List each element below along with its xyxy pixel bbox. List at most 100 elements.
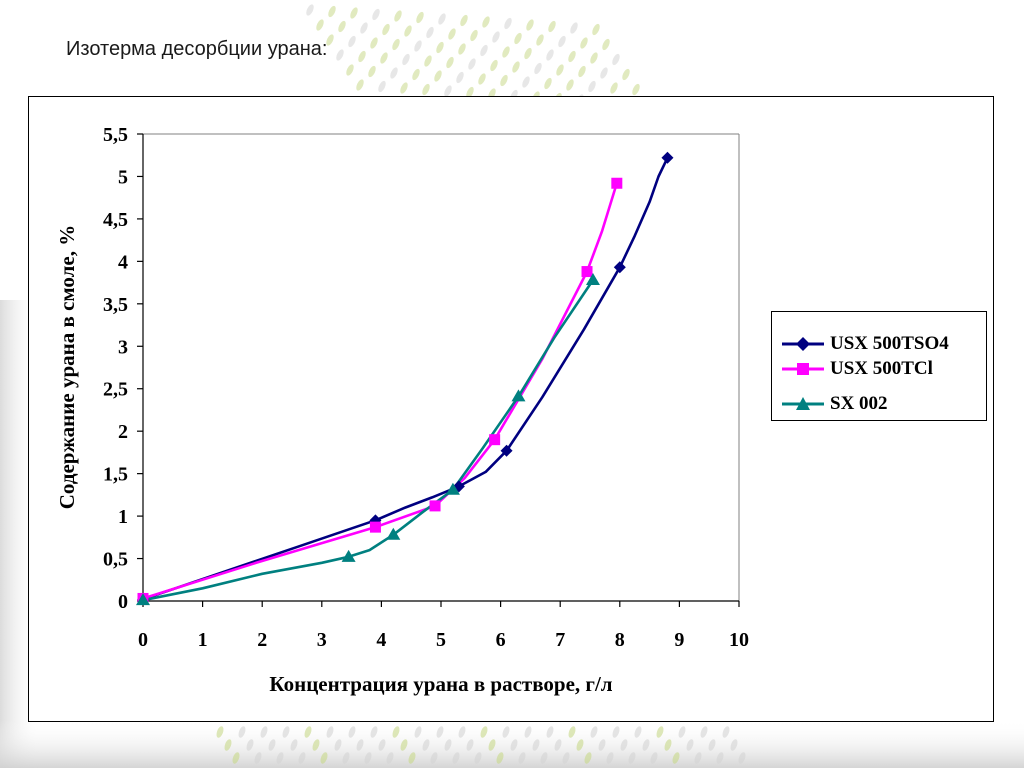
decorative-dot — [546, 726, 554, 738]
decorative-dot — [632, 83, 640, 96]
decorative-dot — [490, 59, 498, 72]
decorative-dot — [312, 739, 320, 751]
decorative-dot — [436, 726, 444, 738]
decorative-dot — [686, 739, 694, 751]
decorative-dot — [716, 752, 724, 764]
decorative-dot — [448, 28, 456, 40]
decorative-dot — [524, 726, 532, 738]
decorative-dot — [456, 71, 464, 84]
decorative-dot — [566, 79, 574, 91]
decorative-dots-bottom — [216, 726, 746, 764]
decorative-dot — [524, 47, 532, 60]
decorative-dot — [426, 26, 434, 39]
decorative-dot — [408, 752, 416, 764]
decorative-dot — [460, 14, 468, 27]
decorative-dot — [492, 31, 500, 43]
decorative-dot — [268, 739, 276, 751]
x-tick-label: 1 — [198, 629, 208, 651]
decorative-dot — [610, 82, 618, 94]
decorative-dot — [480, 726, 488, 738]
decorative-dot — [394, 10, 402, 22]
decorative-dot — [436, 41, 444, 54]
decorative-dot — [628, 752, 636, 764]
legend-label: USX 500TSO4 — [830, 333, 949, 354]
decorative-dot — [392, 726, 400, 738]
decorative-dot — [336, 49, 344, 61]
decorative-dot — [348, 35, 356, 48]
decorative-dot — [238, 726, 246, 738]
series-line-0 — [141, 156, 669, 601]
decorative-dot — [470, 29, 478, 42]
legend-item-usx500tso4: USX 500TSO4 — [772, 332, 988, 356]
decorative-dot — [612, 53, 620, 66]
decorative-dot — [320, 752, 328, 764]
decorative-dot — [386, 752, 394, 764]
decorative-dot — [468, 58, 476, 70]
chart-axes — [137, 133, 740, 607]
decorative-dot — [360, 22, 368, 34]
decorative-dot — [430, 752, 438, 764]
decorative-dot — [568, 726, 576, 738]
decorative-dot — [496, 752, 504, 764]
decorative-dot — [414, 40, 422, 52]
decorative-dot — [458, 43, 466, 55]
decorative-dot — [412, 68, 420, 81]
decorative-dot — [232, 752, 240, 764]
chart-legend: USX 500TSO4 USX 500TCl SX 002 — [771, 311, 987, 421]
decorative-dot — [708, 739, 716, 751]
legend-swatch-diamond — [782, 337, 824, 351]
series-line-1 — [141, 181, 619, 600]
decorative-dot — [452, 752, 460, 764]
decorative-dot — [678, 726, 686, 738]
decorative-dot — [356, 739, 364, 751]
decorative-dot — [570, 22, 578, 34]
decorative-dot — [544, 77, 552, 90]
decorative-dot — [326, 34, 334, 46]
decorative-dot — [404, 25, 412, 37]
decorative-dot — [370, 726, 378, 738]
decorative-dot — [620, 739, 628, 751]
legend-swatch-triangle — [782, 397, 824, 410]
decorative-dot — [612, 726, 620, 738]
decorative-dot — [540, 752, 548, 764]
chart-markers — [136, 151, 674, 606]
y-tick-label: 5 — [118, 166, 128, 188]
slide-title: Изотерма десорбции урана: — [66, 38, 328, 60]
chart-series-lines — [141, 156, 669, 602]
decorative-dot — [378, 739, 386, 751]
series-line-2 — [141, 278, 595, 602]
legend-item-sx002: SX 002 — [772, 392, 988, 416]
decorative-dot — [434, 70, 442, 82]
y-tick-label: 3 — [118, 336, 128, 358]
x-tick-label: 9 — [674, 629, 684, 651]
decorative-dot — [290, 739, 298, 751]
decorative-dot — [424, 55, 432, 67]
decorative-dot — [532, 739, 540, 751]
decorative-dot — [466, 739, 474, 751]
decorative-dot — [356, 79, 364, 91]
decorative-dot — [224, 739, 232, 751]
decorative-dot — [634, 726, 642, 738]
decorative-dot — [416, 11, 424, 24]
decorative-dot — [328, 5, 336, 18]
data-point-triangle — [386, 527, 401, 540]
data-point-square — [611, 177, 623, 189]
decorative-dot — [546, 49, 554, 61]
decorative-dot — [522, 76, 530, 88]
legend-item-usx500tcl: USX 500TCl — [772, 357, 988, 381]
decorative-dot — [482, 16, 490, 28]
decorative-dot — [642, 739, 650, 751]
y-tick-label: 1 — [118, 506, 128, 528]
decorative-dot — [504, 17, 512, 30]
decorative-dot — [738, 752, 746, 764]
chart-tick-labels: 0 1 2 3 4 5 6 7 8 9 10 0 0,5 1 1,5 2 2,5 3 3,5 4 4,5 5 5,5 — [103, 124, 749, 651]
data-point-triangle — [136, 593, 150, 606]
decorative-dot — [246, 739, 254, 751]
y-tick-label: 5,5 — [103, 124, 128, 146]
decorative-dot — [392, 38, 400, 51]
decorative-dot — [656, 726, 664, 738]
decorative-dot — [390, 67, 398, 79]
decorative-dot — [306, 4, 314, 16]
decorative-dot — [500, 74, 508, 87]
decorative-dot — [578, 65, 586, 78]
